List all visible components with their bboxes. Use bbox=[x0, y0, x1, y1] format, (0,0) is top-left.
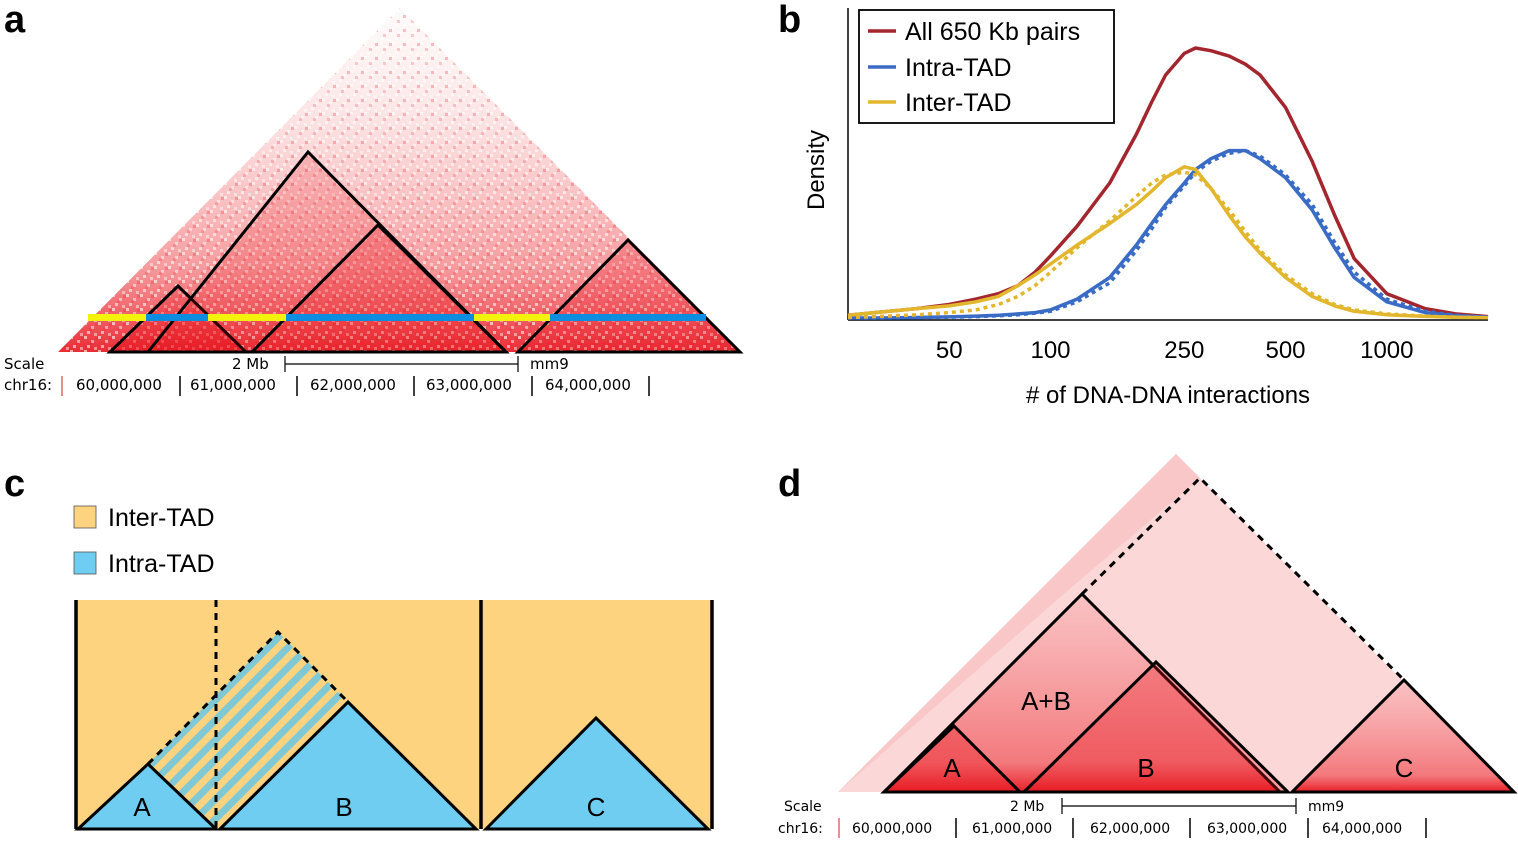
series-line-intra-tad-expected bbox=[848, 148, 1489, 320]
panel-a-label: a bbox=[4, 0, 26, 41]
tad-a-label-d: A bbox=[943, 753, 961, 783]
pos-62m: 62,000,000 bbox=[310, 376, 396, 394]
panel-d-label: d bbox=[778, 463, 801, 505]
scale-bar-label: 2 Mb bbox=[232, 355, 269, 373]
scale-label: Scale bbox=[4, 355, 44, 373]
panel-c-label: c bbox=[4, 463, 25, 505]
x-axis-label: # of DNA-DNA interactions bbox=[1026, 382, 1310, 409]
pos-64m-d: 64,000,000 bbox=[1322, 821, 1402, 837]
legend-all: All 650 Kb pairs bbox=[905, 18, 1080, 46]
legend-box bbox=[858, 9, 1115, 124]
legend-inter-tad: Inter-TAD bbox=[108, 504, 215, 532]
panel-c-diagram: A B C bbox=[74, 600, 714, 831]
tad-b-label: B bbox=[335, 792, 352, 822]
series-line-all-650-kb-pairs bbox=[847, 46, 1489, 319]
panel-b-label: b bbox=[778, 0, 801, 41]
chrom-label: chr16: bbox=[4, 376, 52, 394]
panel-a-track: Scale 2 Mb mm9 chr16: 60,000,000 61,000,… bbox=[4, 355, 650, 396]
scale-label-d: Scale bbox=[784, 799, 822, 815]
panel-a-heatmap bbox=[58, 8, 744, 354]
assembly-label: mm9 bbox=[530, 355, 569, 373]
pos-60m-d: 60,000,000 bbox=[852, 821, 932, 837]
x-tick-label: 250 bbox=[1164, 337, 1204, 364]
legend-intra: Intra-TAD bbox=[905, 54, 1012, 82]
legend-intra-tad: Intra-TAD bbox=[108, 550, 215, 578]
panel-c-legend: Inter-TAD Intra-TAD bbox=[73, 504, 215, 578]
series-line-inter-tad bbox=[847, 165, 1489, 320]
chrom-label-d: chr16: bbox=[778, 821, 823, 837]
x-tick-label: 50 bbox=[936, 337, 963, 364]
panel-d-diagram: A A+B B C bbox=[838, 454, 1518, 794]
pos-60m: 60,000,000 bbox=[76, 376, 162, 394]
pos-61m-d: 61,000,000 bbox=[972, 821, 1052, 837]
tad-c-label: C bbox=[587, 792, 606, 822]
series-line-inter-tad-expected bbox=[847, 170, 1489, 320]
assembly-label-d: mm9 bbox=[1308, 799, 1344, 815]
pos-64m: 64,000,000 bbox=[545, 376, 631, 394]
pos-63m: 63,000,000 bbox=[426, 376, 512, 394]
tad-a-label: A bbox=[133, 792, 151, 822]
legend: All 650 Kb pairs Intra-TAD Inter-TAD bbox=[858, 9, 1115, 124]
x-tick-label: 1000 bbox=[1360, 337, 1413, 364]
tad-c-label-d: C bbox=[1395, 753, 1414, 783]
tad-ab-label-d: A+B bbox=[1021, 686, 1071, 716]
legend-swatch-inter-tad bbox=[73, 505, 97, 529]
density-chart: 50 100 250 500 1000 Density # of DNA-DNA int… bbox=[803, 8, 1489, 409]
panel-d-track: Scale 2 Mb mm9 chr16: 60,000,000 61,000,… bbox=[778, 798, 1427, 838]
x-tick-label: 100 bbox=[1030, 337, 1070, 364]
pos-62m-d: 62,000,000 bbox=[1090, 821, 1170, 837]
x-tick-label: 500 bbox=[1265, 337, 1305, 364]
scale-bar-label-d: 2 Mb bbox=[1010, 799, 1044, 815]
pos-61m: 61,000,000 bbox=[190, 376, 276, 394]
tad-b-label-d: B bbox=[1137, 753, 1154, 783]
legend-swatch-intra-tad bbox=[73, 551, 97, 575]
y-axis-label: Density bbox=[803, 130, 830, 210]
legend-inter: Inter-TAD bbox=[905, 89, 1012, 117]
pos-63m-d: 63,000,000 bbox=[1207, 821, 1287, 837]
